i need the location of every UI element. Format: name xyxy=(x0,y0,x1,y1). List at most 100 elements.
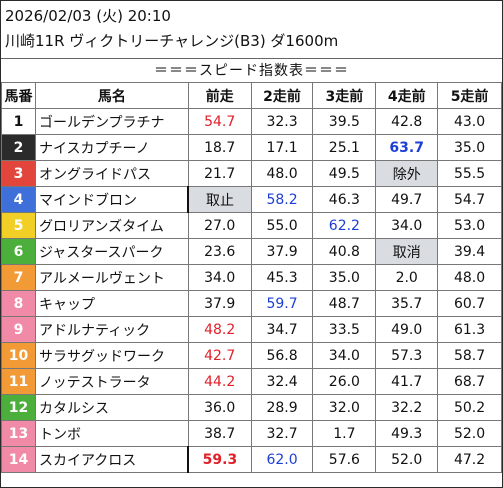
speed-index-cell: 40.8 xyxy=(312,238,377,265)
speed-index-cell: 35.0 xyxy=(312,264,377,291)
table-row: 5 グロリアンズタイム 27.0 55.0 62.2 34.0 53.0 xyxy=(1,212,502,239)
horse-number: 2 xyxy=(1,134,36,161)
speed-index-cell: 61.3 xyxy=(437,316,502,343)
horse-number: 6 xyxy=(1,238,36,265)
speed-index-cell: 32.0 xyxy=(312,394,377,421)
speed-index-cell: 68.7 xyxy=(437,368,502,395)
table-banner: ＝＝＝スピード指数表＝＝＝ xyxy=(1,58,502,83)
horse-number: 13 xyxy=(1,420,36,447)
horse-name: スカイアクロス xyxy=(34,446,189,473)
table-header-row: 馬番 馬名 前走 2走前 3走前 4走前 5走前 xyxy=(1,82,502,109)
speed-index-cell: 26.0 xyxy=(312,368,377,395)
horse-name: トンボ xyxy=(34,420,189,447)
horse-number: 5 xyxy=(1,212,36,239)
speed-index-cell: 50.2 xyxy=(437,394,502,421)
speed-index-cell: 33.5 xyxy=(312,316,377,343)
speed-index-cell: 59.3 xyxy=(187,446,252,473)
horse-number: 14 xyxy=(1,446,36,473)
table-row: 10 サラサグッドワーク 42.7 56.8 34.0 57.3 58.7 xyxy=(1,342,502,369)
speed-index-cell: 23.6 xyxy=(187,238,252,265)
speed-index-cell: 46.3 xyxy=(312,186,377,213)
speed-index-cell: 49.0 xyxy=(375,316,439,343)
speed-index-cell: 45.3 xyxy=(250,264,314,291)
speed-index-cell: 48.0 xyxy=(437,264,502,291)
table-row: 7 アルメールヴェント 34.0 45.3 35.0 2.0 48.0 xyxy=(1,264,502,291)
speed-index-cell: 35.7 xyxy=(375,290,439,317)
speed-index-cell: 60.7 xyxy=(437,290,502,317)
col-header-last-race: 前走 xyxy=(187,82,252,109)
speed-index-cell: 41.7 xyxy=(375,368,439,395)
table-row: 9 アドルナティック 48.2 34.7 33.5 49.0 61.3 xyxy=(1,316,502,343)
speed-index-cell: 44.2 xyxy=(187,368,252,395)
speed-index-cell: 除外 xyxy=(375,160,439,187)
horse-number: 7 xyxy=(1,264,36,291)
speed-index-cell: 48.7 xyxy=(312,290,377,317)
speed-index-cell: 39.5 xyxy=(312,108,377,135)
speed-index-cell: 55.5 xyxy=(437,160,502,187)
speed-index-cell: 18.7 xyxy=(187,134,252,161)
speed-index-cell: 53.0 xyxy=(437,212,502,239)
horse-name: ジャスタースパーク xyxy=(34,238,189,265)
speed-index-table: 馬番 馬名 前走 2走前 3走前 4走前 5走前 1 ゴールデンプラチナ 54.7 3… xyxy=(1,82,502,473)
table-row: 4 マインドブロン 取止 58.2 46.3 49.7 54.7 xyxy=(1,186,502,213)
speed-index-cell: 36.0 xyxy=(187,394,252,421)
speed-index-cell: 取止 xyxy=(187,186,252,213)
horse-name: キャップ xyxy=(34,290,189,317)
col-header-name: 馬名 xyxy=(34,82,189,109)
horse-number: 8 xyxy=(1,290,36,317)
table-row: 1 ゴールデンプラチナ 54.7 32.3 39.5 42.8 43.0 xyxy=(1,108,502,135)
speed-index-cell: 34.7 xyxy=(250,316,314,343)
speed-index-cell: 32.2 xyxy=(375,394,439,421)
speed-index-cell: 38.7 xyxy=(187,420,252,447)
speed-index-cell: 47.2 xyxy=(437,446,502,473)
table-row: 8 キャップ 37.9 59.7 48.7 35.7 60.7 xyxy=(1,290,502,317)
table-row: 13 トンボ 38.7 32.7 1.7 49.3 52.0 xyxy=(1,420,502,447)
horse-number: 3 xyxy=(1,160,36,187)
speed-index-cell: 52.0 xyxy=(375,446,439,473)
speed-index-cell: 25.1 xyxy=(312,134,377,161)
speed-index-cell: 49.3 xyxy=(375,420,439,447)
table-row: 2 ナイスカプチーノ 18.7 17.1 25.1 63.7 35.0 xyxy=(1,134,502,161)
table-row: 3 オングライドパス 21.7 48.0 49.5 除外 55.5 xyxy=(1,160,502,187)
horse-name: アルメールヴェント xyxy=(34,264,189,291)
horse-number: 9 xyxy=(1,316,36,343)
speed-index-cell: 34.0 xyxy=(312,342,377,369)
speed-index-cell: 28.9 xyxy=(250,394,314,421)
table-row: 6 ジャスタースパーク 23.6 37.9 40.8 取消 39.4 xyxy=(1,238,502,265)
speed-index-cell: 52.0 xyxy=(437,420,502,447)
speed-index-cell: 2.0 xyxy=(375,264,439,291)
speed-index-cell: 57.6 xyxy=(312,446,377,473)
speed-index-cell: 48.2 xyxy=(187,316,252,343)
speed-index-cell: 35.0 xyxy=(437,134,502,161)
col-header-4-races-ago: 4走前 xyxy=(375,82,439,109)
speed-index-cell: 59.7 xyxy=(250,290,314,317)
col-header-umaban: 馬番 xyxy=(1,82,36,109)
speed-index-cell: 32.4 xyxy=(250,368,314,395)
table-row: 12 カタルシス 36.0 28.9 32.0 32.2 50.2 xyxy=(1,394,502,421)
speed-index-cell: 55.0 xyxy=(250,212,314,239)
speed-index-cell: 34.0 xyxy=(375,212,439,239)
speed-index-cell: 62.0 xyxy=(250,446,314,473)
horse-name: ノッテストラータ xyxy=(34,368,189,395)
speed-index-cell: 49.7 xyxy=(375,186,439,213)
col-header-3-races-ago: 3走前 xyxy=(312,82,377,109)
speed-index-cell: 34.0 xyxy=(187,264,252,291)
horse-name: マインドブロン xyxy=(34,186,189,213)
speed-index-cell: 39.4 xyxy=(437,238,502,265)
horse-name: サラサグッドワーク xyxy=(34,342,189,369)
speed-index-cell: 1.7 xyxy=(312,420,377,447)
speed-index-cell: 58.2 xyxy=(250,186,314,213)
horse-number: 11 xyxy=(1,368,36,395)
horse-name: ナイスカプチーノ xyxy=(34,134,189,161)
speed-index-cell: 62.2 xyxy=(312,212,377,239)
speed-index-cell: 43.0 xyxy=(437,108,502,135)
speed-index-cell: 21.7 xyxy=(187,160,252,187)
speed-index-cell: 54.7 xyxy=(187,108,252,135)
speed-index-cell: 42.8 xyxy=(375,108,439,135)
table-row: 14 スカイアクロス 59.3 62.0 57.6 52.0 47.2 xyxy=(1,446,502,473)
speed-index-cell: 54.7 xyxy=(437,186,502,213)
horse-number: 4 xyxy=(1,186,36,213)
horse-number: 10 xyxy=(1,342,36,369)
horse-name: オングライドパス xyxy=(34,160,189,187)
